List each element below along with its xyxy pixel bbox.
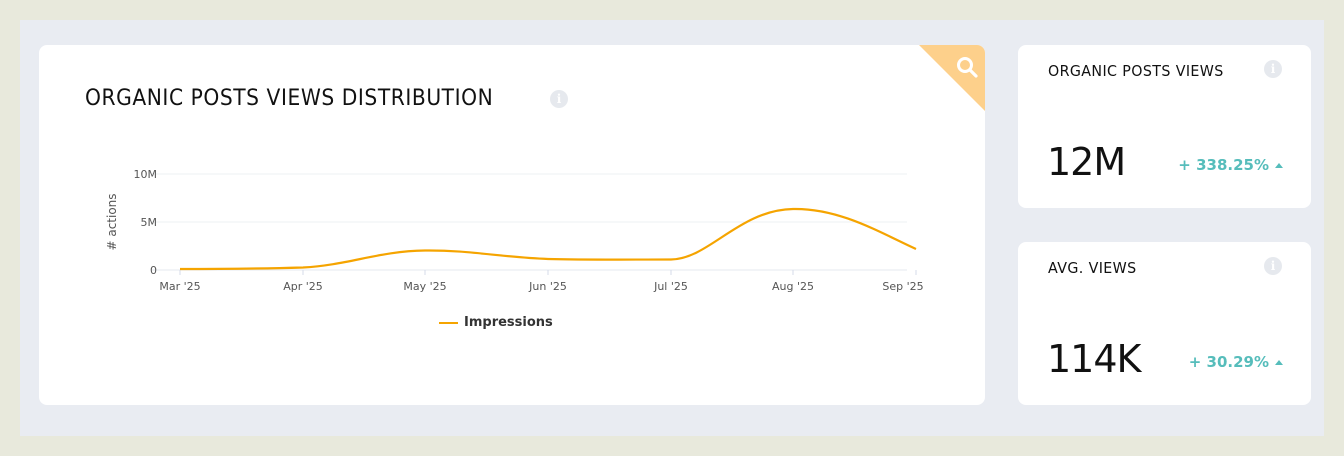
x-tick-label: Apr '25 [283,280,323,293]
y-tick-label: 5M [141,216,158,229]
card-title: ORGANIC POSTS VIEWS DISTRIBUTION [85,86,494,111]
info-icon[interactable]: i [550,90,568,108]
kpi-value: 12M [1047,140,1126,184]
line-chart: 10M 5M 0 # actions Mar '25 Apr '25 May '… [105,168,924,293]
x-tick-label: Jul '25 [653,280,688,293]
trend-up-icon [1275,359,1283,365]
kpi-change-value: + 30.29% [1188,353,1269,371]
dashboard-area: ORGANIC POSTS VIEWS DISTRIBUTION i [20,20,1324,436]
info-icon[interactable]: i [1264,257,1282,275]
impressions-line[interactable] [179,207,917,271]
y-tick-label: 10M [134,168,158,181]
info-icon[interactable]: i [1264,60,1282,78]
y-tick-label: 0 [150,264,157,277]
views-distribution-card: ORGANIC POSTS VIEWS DISTRIBUTION i [39,45,985,405]
kpi-card-organic-posts-views: ORGANIC POSTS VIEWS i 12M + 338.25% [1018,45,1311,208]
x-tick-label: Mar '25 [159,280,200,293]
kpi-card-avg-views: AVG. VIEWS i 114K + 30.29% [1018,242,1311,405]
legend-label: Impressions [464,315,553,330]
kpi-value: 114K [1047,337,1141,381]
legend-line-icon [439,321,458,324]
x-tick-label: Aug '25 [772,280,814,293]
search-icon[interactable] [955,55,979,79]
chart-legend[interactable]: Impressions [439,315,553,330]
kpi-title: ORGANIC POSTS VIEWS [1048,62,1224,80]
kpi-change: + 338.25% [1178,156,1283,174]
kpi-change-value: + 338.25% [1178,156,1269,174]
zoom-corner-button[interactable] [919,45,985,111]
trend-up-icon [1275,162,1283,168]
x-tick-label: May '25 [403,280,446,293]
y-axis-title: # actions [105,193,119,250]
kpi-title: AVG. VIEWS [1048,259,1137,277]
kpi-change: + 30.29% [1189,353,1283,371]
x-tick-label: Sep '25 [882,280,923,293]
x-ticks [179,270,917,275]
x-tick-label: Jun '25 [528,280,567,293]
